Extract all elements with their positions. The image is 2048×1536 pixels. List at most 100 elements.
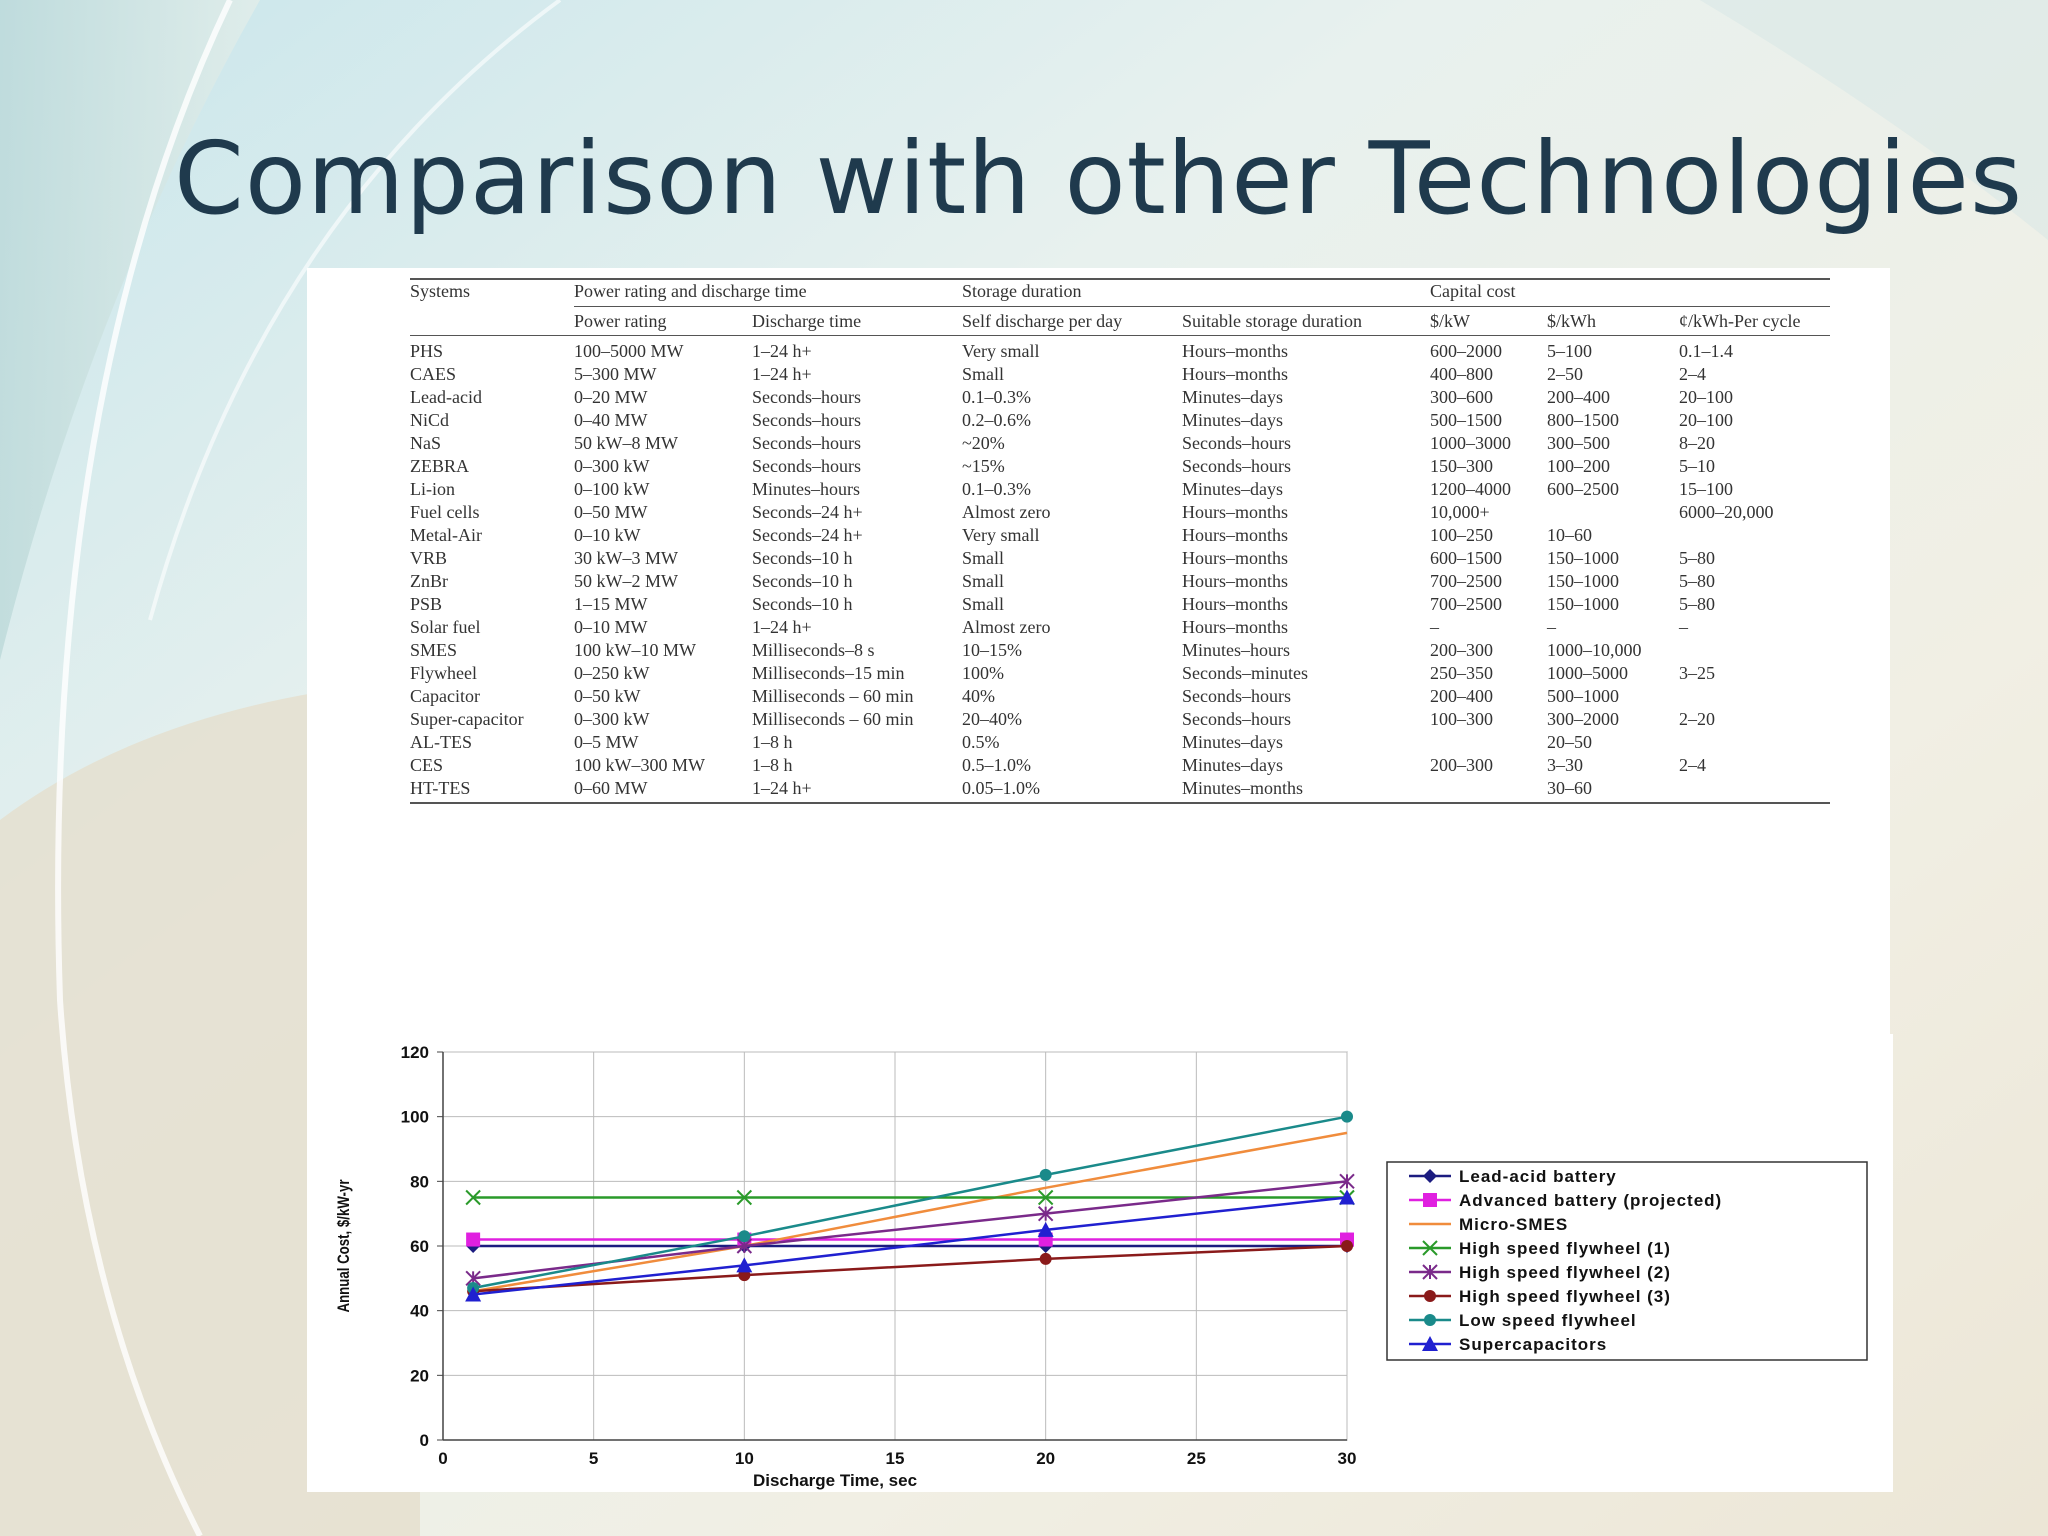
cell-cost-cycle: 20–100 xyxy=(1679,387,1733,407)
cell-cost-kwh: 20–50 xyxy=(1547,732,1592,752)
cell-cost-kwh: 1000–5000 xyxy=(1547,663,1628,683)
cell-suitable-duration: Seconds–hours xyxy=(1182,709,1291,729)
cell-self-discharge: 0.5% xyxy=(962,732,1000,752)
cell-self-discharge: 0.2–0.6% xyxy=(962,410,1031,430)
cell-cost-kw: 500–1500 xyxy=(1430,410,1502,430)
cell-system: VRB xyxy=(410,548,448,568)
cell-system: Li-ion xyxy=(410,479,455,499)
cell-cost-kwh xyxy=(1547,501,1679,524)
table-group-header-row: Systems Power rating and discharge time … xyxy=(410,279,1830,336)
legend-entry: Micro-SMES xyxy=(1459,1215,1568,1234)
cell-discharge-time: Milliseconds–8 s xyxy=(752,640,875,660)
series-point xyxy=(1037,1189,1054,1206)
cell-cost-kwh: 1000–10,000 xyxy=(1547,640,1642,660)
series-point xyxy=(738,1230,751,1243)
legend-entry: High speed flywheel (3) xyxy=(1459,1287,1671,1306)
series-point xyxy=(1339,1189,1355,1205)
cell-self-discharge: Almost zero xyxy=(962,502,1051,522)
cell-cost-cycle: 2–20 xyxy=(1679,709,1715,729)
cell-power-rating: 0–250 kW xyxy=(574,663,650,683)
table-row: ZnBr 50 kW–2 MW Seconds–10 h Small Hours–mon… xyxy=(410,570,1830,593)
cell-cost-cycle: 5–80 xyxy=(1679,571,1715,591)
cell-cost-cycle: 5–80 xyxy=(1679,548,1715,568)
cell-discharge-time: Seconds–24 h+ xyxy=(752,525,863,545)
cell-suitable-duration: Minutes–days xyxy=(1182,755,1283,775)
cell-self-discharge: 10–15% xyxy=(962,640,1022,660)
cell-cost-kw xyxy=(1430,777,1547,804)
table-row: CAES 5–300 MW 1–24 h+ Small Hours–months 400–… xyxy=(410,363,1830,386)
cell-power-rating: 0–10 kW xyxy=(574,525,641,545)
series-point xyxy=(1341,1110,1353,1123)
cell-discharge-time: Minutes–hours xyxy=(752,479,860,499)
cell-cost-kw: 250–350 xyxy=(1430,663,1493,683)
x-tick-label: 25 xyxy=(1187,1449,1206,1468)
cell-cost-kw: 400–800 xyxy=(1430,364,1493,384)
cell-self-discharge: 0.05–1.0% xyxy=(962,777,1182,804)
legend-marker xyxy=(1424,1314,1436,1326)
cell-cost-cycle: 0.1–1.4 xyxy=(1679,341,1733,361)
cell-discharge-time: Seconds–24 h+ xyxy=(752,502,863,522)
legend-entry: Advanced battery (projected) xyxy=(1459,1191,1722,1210)
cell-cost-kwh: 3–30 xyxy=(1547,755,1583,775)
cell-suitable-duration: Hours–months xyxy=(1182,594,1289,614)
cell-power-rating: 50 kW–8 MW xyxy=(574,433,678,453)
legend-entry: Low speed flywheel xyxy=(1459,1311,1637,1330)
cell-power-rating: 1–15 MW xyxy=(574,594,648,614)
cell-cost-kwh: 150–1000 xyxy=(1547,594,1619,614)
cell-cost-kwh: 10–60 xyxy=(1547,525,1592,545)
cell-system: Fuel cells xyxy=(410,502,480,522)
cost-chart-panel: 0 5 10 15 20 25 30 0 20 40 60 80 100 120 Discharge Tim… xyxy=(307,1034,1893,1492)
cell-self-discharge: Very small xyxy=(962,525,1040,545)
table-row: Super-capacitor 0–300 kW Milliseconds – 60… xyxy=(410,708,1830,731)
x-tick-label: 10 xyxy=(735,1449,754,1468)
table-row: NiCd 0–40 MW Seconds–hours 0.2–0.6% Minutes–… xyxy=(410,409,1830,432)
cell-discharge-time: Seconds–10 h xyxy=(752,548,853,568)
cell-cost-kwh: 30–60 xyxy=(1547,777,1679,804)
table-row: Flywheel 0–250 kW Milliseconds–15 min 100% S… xyxy=(410,662,1830,685)
cell-discharge-time: 1–24 h+ xyxy=(752,341,812,361)
cell-suitable-duration: Hours–months xyxy=(1182,617,1289,637)
y-tick-label: 100 xyxy=(401,1108,429,1127)
cell-system: Flywheel xyxy=(410,663,477,683)
cell-power-rating: 0–300 kW xyxy=(574,456,650,476)
table-row: Solar fuel 0–10 MW 1–24 h+ Almost zero Hours… xyxy=(410,616,1830,639)
cell-power-rating: 5–300 MW xyxy=(574,364,657,384)
table-row: ZEBRA 0–300 kW Seconds–hours ~15% Seconds–ho… xyxy=(410,455,1830,478)
cell-suitable-duration: Seconds–hours xyxy=(1182,686,1291,706)
cell-power-rating: 0–40 MW xyxy=(574,410,648,430)
cell-cost-kwh: 600–2500 xyxy=(1547,479,1619,499)
series-point xyxy=(1039,1252,1052,1265)
series-point xyxy=(1341,1240,1353,1252)
header-cost-kwh: $/kWh xyxy=(1547,306,1679,336)
cell-power-rating: 100–5000 MW xyxy=(574,341,684,361)
legend-entry: Lead-acid battery xyxy=(1459,1167,1617,1186)
cell-power-rating: 100 kW–300 MW xyxy=(574,755,705,775)
cell-cost-cycle: 5–80 xyxy=(1679,594,1715,614)
legend-marker xyxy=(1423,1193,1437,1207)
cell-cost-cycle: 15–100 xyxy=(1679,479,1733,499)
cell-cost-kwh: – xyxy=(1547,617,1556,637)
header-systems: Systems xyxy=(410,279,574,336)
cell-cost-kw: – xyxy=(1430,617,1439,637)
cell-power-rating: 0–50 MW xyxy=(574,502,648,522)
cell-self-discharge: Small xyxy=(962,571,1005,591)
cell-power-rating: 0–300 kW xyxy=(574,709,650,729)
cell-cost-kw: 200–300 xyxy=(1430,640,1493,660)
series-line xyxy=(472,1196,1348,1296)
cell-self-discharge: ~15% xyxy=(962,456,1005,476)
series-point xyxy=(1039,1168,1052,1181)
cell-suitable-duration: Hours–months xyxy=(1182,341,1289,361)
cell-cost-cycle: 6000–20,000 xyxy=(1679,502,1774,522)
cell-discharge-time: Milliseconds – 60 min xyxy=(752,686,914,706)
x-tick-label: 20 xyxy=(1036,1449,1055,1468)
series-line xyxy=(472,1115,1348,1290)
cell-self-discharge: Small xyxy=(962,548,1005,568)
cell-system: Super-capacitor xyxy=(410,709,524,729)
cell-discharge-time: Seconds–hours xyxy=(752,456,861,476)
cell-self-discharge: 40% xyxy=(962,686,995,706)
cell-power-rating: 0–5 MW xyxy=(574,732,639,752)
cell-cost-kwh: 150–1000 xyxy=(1547,571,1619,591)
cell-suitable-duration: Minutes–days xyxy=(1182,410,1283,430)
cell-power-rating: 0–20 MW xyxy=(574,387,648,407)
cell-power-rating: 50 kW–2 MW xyxy=(574,571,678,591)
